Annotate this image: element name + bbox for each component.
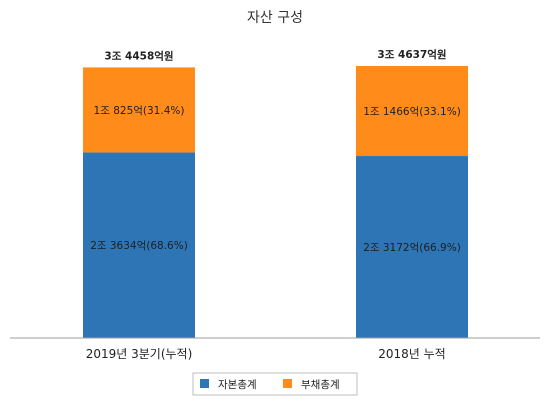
segment-label-liabilities-1: 1조 1466억(33.1%)	[363, 106, 461, 118]
total-label-1: 3조 4637억원	[377, 48, 446, 61]
legend-swatch-equity[interactable]	[200, 379, 209, 388]
legend[interactable]: 자본총계 부채총계	[192, 372, 358, 396]
bar-segment-liabilities-1[interactable]	[356, 65, 468, 157]
legend-box	[192, 372, 358, 396]
legend-swatch-liabilities[interactable]	[283, 379, 292, 388]
legend-label-liabilities[interactable]: 부채총계	[301, 379, 340, 391]
bar-segment-equity-1[interactable]	[356, 156, 468, 338]
bar-segment-liabilities-0[interactable]	[83, 67, 195, 153]
category-label-0: 2019년 3분기(누적)	[86, 347, 193, 361]
category-label-1: 2018년 누적	[378, 347, 445, 361]
bars-layer	[83, 65, 468, 338]
chart-title: 자산 구성	[247, 10, 303, 26]
bar-segment-equity-0[interactable]	[83, 152, 195, 338]
segment-label-equity-0: 2조 3634억(68.6%)	[90, 240, 188, 252]
legend-label-equity[interactable]: 자본총계	[218, 379, 257, 391]
segment-label-liabilities-0: 1조 825억(31.4%)	[94, 105, 185, 117]
segment-label-equity-1: 2조 3172억(66.9%)	[363, 242, 461, 254]
labels-layer: 2조 3634억(68.6%) 1조 825억(31.4%) 3조 4458억원 20…	[86, 48, 461, 361]
total-label-0: 3조 4458억원	[104, 49, 173, 62]
